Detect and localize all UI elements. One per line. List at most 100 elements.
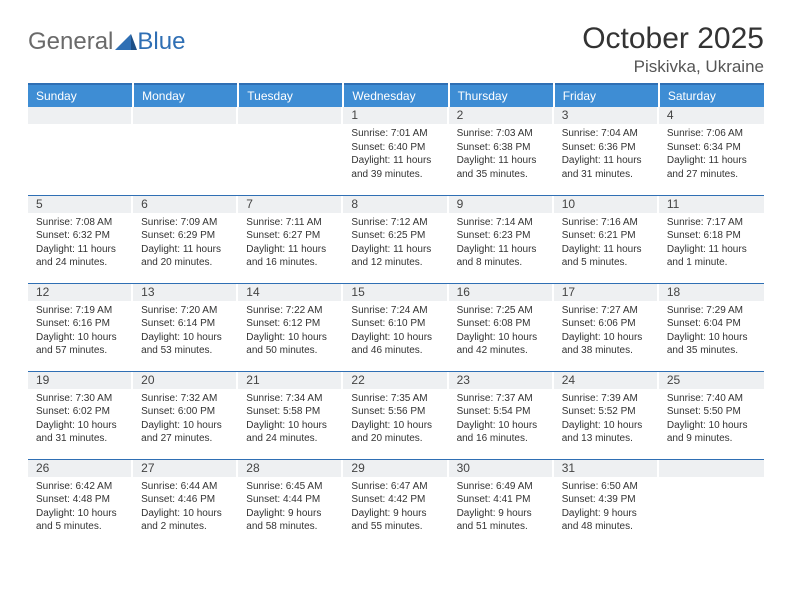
calendar-day-cell: 8Sunrise: 7:12 AMSunset: 6:25 PMDaylight… — [343, 195, 448, 283]
calendar-day-cell: 15Sunrise: 7:24 AMSunset: 6:10 PMDayligh… — [343, 283, 448, 371]
day-details: Sunrise: 7:29 AMSunset: 6:04 PMDaylight:… — [659, 301, 764, 360]
day-number: 11 — [659, 196, 764, 213]
day-number: 23 — [449, 372, 554, 389]
calendar-day-cell: 9Sunrise: 7:14 AMSunset: 6:23 PMDaylight… — [449, 195, 554, 283]
calendar-day-cell: 24Sunrise: 7:39 AMSunset: 5:52 PMDayligh… — [554, 371, 659, 459]
calendar-day-cell: 19Sunrise: 7:30 AMSunset: 6:02 PMDayligh… — [28, 371, 133, 459]
page: General Blue October 2025 Piskivka, Ukra… — [0, 0, 792, 612]
calendar-day-cell: 30Sunrise: 6:49 AMSunset: 4:41 PMDayligh… — [449, 459, 554, 547]
day-number: 28 — [238, 460, 343, 477]
day-number: 5 — [28, 196, 133, 213]
calendar-day-cell: 4Sunrise: 7:06 AMSunset: 6:34 PMDaylight… — [659, 107, 764, 195]
day-details: Sunrise: 7:39 AMSunset: 5:52 PMDaylight:… — [554, 389, 659, 448]
calendar-day-cell: 10Sunrise: 7:16 AMSunset: 6:21 PMDayligh… — [554, 195, 659, 283]
weekday-header: Thursday — [449, 84, 554, 107]
day-details: Sunrise: 7:25 AMSunset: 6:08 PMDaylight:… — [449, 301, 554, 360]
day-details: Sunrise: 7:17 AMSunset: 6:18 PMDaylight:… — [659, 213, 764, 272]
calendar-week-row: 26Sunrise: 6:42 AMSunset: 4:48 PMDayligh… — [28, 459, 764, 547]
day-number: 6 — [133, 196, 238, 213]
calendar-day-cell — [28, 107, 133, 195]
day-details: Sunrise: 7:04 AMSunset: 6:36 PMDaylight:… — [554, 124, 659, 183]
day-number: 3 — [554, 107, 659, 124]
day-number — [133, 107, 238, 124]
day-number: 22 — [343, 372, 448, 389]
day-number: 10 — [554, 196, 659, 213]
calendar-day-cell: 26Sunrise: 6:42 AMSunset: 4:48 PMDayligh… — [28, 459, 133, 547]
day-number: 9 — [449, 196, 554, 213]
day-number: 8 — [343, 196, 448, 213]
calendar-week-row: 1Sunrise: 7:01 AMSunset: 6:40 PMDaylight… — [28, 107, 764, 195]
title-block: October 2025 Piskivka, Ukraine — [582, 22, 764, 77]
logo-text-blue: Blue — [137, 28, 185, 56]
day-number — [659, 460, 764, 477]
day-number: 17 — [554, 284, 659, 301]
calendar-body: 1Sunrise: 7:01 AMSunset: 6:40 PMDaylight… — [28, 107, 764, 547]
calendar-day-cell: 12Sunrise: 7:19 AMSunset: 6:16 PMDayligh… — [28, 283, 133, 371]
calendar-table: SundayMondayTuesdayWednesdayThursdayFrid… — [28, 83, 764, 547]
day-details: Sunrise: 7:22 AMSunset: 6:12 PMDaylight:… — [238, 301, 343, 360]
calendar-day-cell: 7Sunrise: 7:11 AMSunset: 6:27 PMDaylight… — [238, 195, 343, 283]
day-number: 14 — [238, 284, 343, 301]
day-number: 4 — [659, 107, 764, 124]
calendar-day-cell: 3Sunrise: 7:04 AMSunset: 6:36 PMDaylight… — [554, 107, 659, 195]
day-number — [238, 107, 343, 124]
day-number: 16 — [449, 284, 554, 301]
day-number: 20 — [133, 372, 238, 389]
day-details: Sunrise: 7:30 AMSunset: 6:02 PMDaylight:… — [28, 389, 133, 448]
calendar-day-cell: 6Sunrise: 7:09 AMSunset: 6:29 PMDaylight… — [133, 195, 238, 283]
day-details: Sunrise: 7:20 AMSunset: 6:14 PMDaylight:… — [133, 301, 238, 360]
day-number — [28, 107, 133, 124]
logo-text-general: General — [28, 28, 113, 56]
day-details: Sunrise: 7:09 AMSunset: 6:29 PMDaylight:… — [133, 213, 238, 272]
calendar-day-cell: 22Sunrise: 7:35 AMSunset: 5:56 PMDayligh… — [343, 371, 448, 459]
calendar-week-row: 5Sunrise: 7:08 AMSunset: 6:32 PMDaylight… — [28, 195, 764, 283]
calendar-day-cell: 1Sunrise: 7:01 AMSunset: 6:40 PMDaylight… — [343, 107, 448, 195]
day-number: 29 — [343, 460, 448, 477]
calendar-day-cell: 28Sunrise: 6:45 AMSunset: 4:44 PMDayligh… — [238, 459, 343, 547]
calendar-week-row: 12Sunrise: 7:19 AMSunset: 6:16 PMDayligh… — [28, 283, 764, 371]
day-details: Sunrise: 7:35 AMSunset: 5:56 PMDaylight:… — [343, 389, 448, 448]
day-number: 19 — [28, 372, 133, 389]
calendar-day-cell: 16Sunrise: 7:25 AMSunset: 6:08 PMDayligh… — [449, 283, 554, 371]
month-title: October 2025 — [582, 22, 764, 55]
day-details: Sunrise: 7:19 AMSunset: 6:16 PMDaylight:… — [28, 301, 133, 360]
day-number: 2 — [449, 107, 554, 124]
header: General Blue October 2025 Piskivka, Ukra… — [28, 22, 764, 77]
day-number: 18 — [659, 284, 764, 301]
day-details: Sunrise: 7:24 AMSunset: 6:10 PMDaylight:… — [343, 301, 448, 360]
calendar-day-cell: 18Sunrise: 7:29 AMSunset: 6:04 PMDayligh… — [659, 283, 764, 371]
calendar-day-cell: 5Sunrise: 7:08 AMSunset: 6:32 PMDaylight… — [28, 195, 133, 283]
calendar-day-cell: 20Sunrise: 7:32 AMSunset: 6:00 PMDayligh… — [133, 371, 238, 459]
day-number: 15 — [343, 284, 448, 301]
day-number: 25 — [659, 372, 764, 389]
calendar-week-row: 19Sunrise: 7:30 AMSunset: 6:02 PMDayligh… — [28, 371, 764, 459]
calendar-day-cell: 2Sunrise: 7:03 AMSunset: 6:38 PMDaylight… — [449, 107, 554, 195]
day-details: Sunrise: 6:42 AMSunset: 4:48 PMDaylight:… — [28, 477, 133, 536]
logo: General Blue — [28, 22, 185, 56]
day-number: 13 — [133, 284, 238, 301]
day-details: Sunrise: 7:01 AMSunset: 6:40 PMDaylight:… — [343, 124, 448, 183]
weekday-header: Wednesday — [343, 84, 448, 107]
day-details: Sunrise: 7:32 AMSunset: 6:00 PMDaylight:… — [133, 389, 238, 448]
calendar-day-cell — [133, 107, 238, 195]
calendar-day-cell: 17Sunrise: 7:27 AMSunset: 6:06 PMDayligh… — [554, 283, 659, 371]
calendar-day-cell: 31Sunrise: 6:50 AMSunset: 4:39 PMDayligh… — [554, 459, 659, 547]
calendar-day-cell: 11Sunrise: 7:17 AMSunset: 6:18 PMDayligh… — [659, 195, 764, 283]
day-number: 30 — [449, 460, 554, 477]
day-details: Sunrise: 7:06 AMSunset: 6:34 PMDaylight:… — [659, 124, 764, 183]
day-details: Sunrise: 6:45 AMSunset: 4:44 PMDaylight:… — [238, 477, 343, 536]
calendar-day-cell: 25Sunrise: 7:40 AMSunset: 5:50 PMDayligh… — [659, 371, 764, 459]
location: Piskivka, Ukraine — [582, 57, 764, 77]
day-number: 12 — [28, 284, 133, 301]
day-details: Sunrise: 7:16 AMSunset: 6:21 PMDaylight:… — [554, 213, 659, 272]
triangle-icon — [114, 33, 138, 51]
calendar-day-cell — [659, 459, 764, 547]
day-details: Sunrise: 7:27 AMSunset: 6:06 PMDaylight:… — [554, 301, 659, 360]
calendar-day-cell: 14Sunrise: 7:22 AMSunset: 6:12 PMDayligh… — [238, 283, 343, 371]
day-details: Sunrise: 7:40 AMSunset: 5:50 PMDaylight:… — [659, 389, 764, 448]
weekday-header: Friday — [554, 84, 659, 107]
day-details: Sunrise: 7:11 AMSunset: 6:27 PMDaylight:… — [238, 213, 343, 272]
day-number: 1 — [343, 107, 448, 124]
day-number: 31 — [554, 460, 659, 477]
day-details: Sunrise: 7:12 AMSunset: 6:25 PMDaylight:… — [343, 213, 448, 272]
